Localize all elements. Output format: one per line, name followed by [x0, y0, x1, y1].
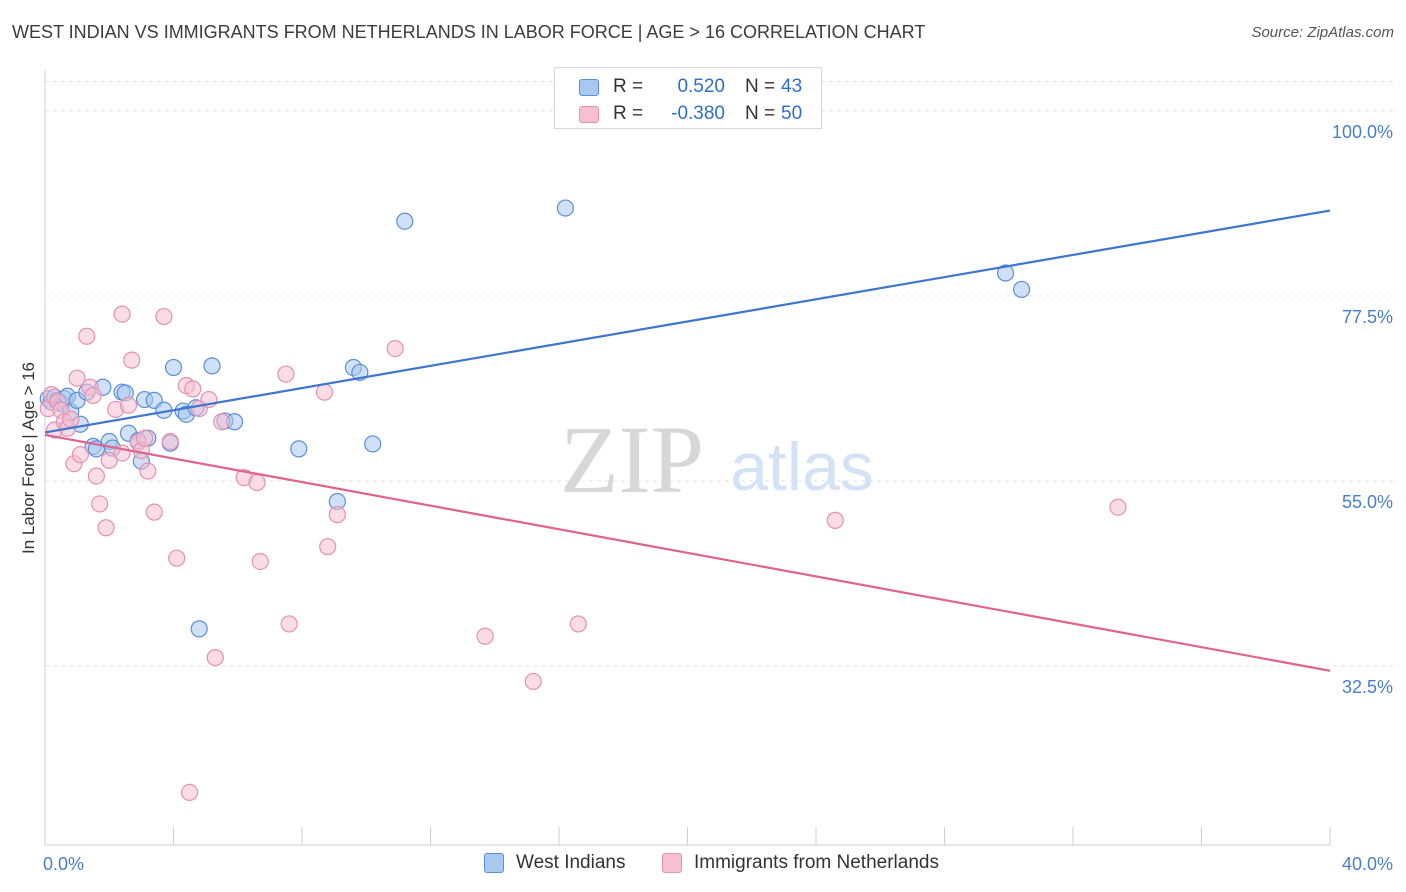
netherlands-point — [155, 307, 173, 326]
y-tick-label: 32.5% — [1342, 677, 1393, 697]
netherlands-point — [87, 467, 106, 485]
watermark-atlas: atlas — [730, 429, 874, 505]
legend-label-netherlands: Immigrants from Netherlands — [694, 852, 939, 873]
netherlands-point — [139, 462, 157, 480]
netherlands-trend-line — [44, 433, 1331, 672]
netherlands-legend-swatch — [662, 853, 682, 873]
netherlands-point — [476, 627, 494, 645]
netherlands-point — [168, 549, 186, 567]
netherlands-point — [248, 473, 266, 492]
netherlands-point — [386, 340, 404, 358]
netherlands-point — [569, 615, 587, 633]
series-legend: West Indians Immigrants from Netherlands — [0, 852, 1406, 878]
legend-row-netherlands: R = -0.380 N = 50 — [579, 101, 802, 127]
west-indians-point — [396, 212, 414, 230]
netherlands-point — [135, 429, 154, 447]
y-tick-label: 100.0% — [1332, 122, 1393, 142]
netherlands-point — [1109, 498, 1127, 516]
watermark-zip: ZIP — [560, 406, 704, 513]
legend-item-netherlands: Immigrants from Netherlands — [662, 852, 939, 874]
trend-lines — [44, 209, 1331, 672]
r-label: R = — [613, 103, 644, 124]
watermark: ZIP atlas — [560, 406, 874, 513]
netherlands-point — [277, 365, 295, 383]
grid-lines — [45, 81, 1395, 667]
west-indians-point — [190, 620, 208, 638]
axes — [44, 70, 1331, 846]
legend-label-west-indians: West Indians — [516, 852, 626, 873]
source-attribution: Source: ZipAtlas.com — [1251, 24, 1394, 41]
netherlands-point — [184, 380, 202, 398]
legend-item-west-indians: West Indians — [484, 852, 625, 874]
x-tick-label-max: 40.0% — [1342, 854, 1393, 874]
y-tick-label: 55.0% — [1342, 492, 1393, 512]
netherlands-point — [113, 305, 131, 323]
netherlands-point — [280, 615, 298, 633]
netherlands-point — [119, 396, 138, 414]
netherlands-point — [71, 446, 89, 464]
west-indians-legend-swatch — [484, 853, 504, 873]
netherlands-point — [524, 672, 542, 691]
stats-legend: R = 0.520 N = 43 R = -0.380 N = 50 — [554, 67, 822, 129]
netherlands-point — [251, 552, 269, 571]
netherlands-point — [62, 410, 80, 428]
n-value: 50 — [781, 103, 803, 124]
west-indians-point — [1012, 280, 1031, 299]
netherlands-point — [68, 369, 86, 387]
west-indians-point — [364, 435, 382, 453]
netherlands-point — [328, 506, 346, 524]
x-tick-labels: 0.0% 40.0% — [43, 854, 1393, 874]
netherlands-point — [145, 503, 163, 521]
netherlands-point — [161, 432, 179, 451]
y-tick-label: 77.5% — [1342, 307, 1393, 327]
r-label: R = — [613, 76, 644, 97]
r-value: -0.380 — [671, 103, 725, 124]
netherlands-point — [319, 538, 337, 556]
netherlands-point — [123, 351, 141, 369]
netherlands-point — [84, 386, 102, 405]
west-indians-swatch — [579, 78, 599, 96]
netherlands-point — [97, 519, 115, 537]
west-indians-trend-line — [44, 209, 1331, 434]
netherlands-point — [100, 451, 118, 469]
n-value: 43 — [781, 76, 803, 97]
west-indians-point — [290, 440, 308, 458]
netherlands-swatch — [579, 105, 599, 123]
netherlands-point — [826, 511, 844, 529]
n-label: N = — [745, 76, 776, 97]
netherlands-point — [315, 383, 334, 401]
data-points — [39, 199, 1127, 802]
x-tick-label-min: 0.0% — [43, 854, 84, 874]
west-indians-point — [203, 357, 221, 375]
west-indians-point — [164, 358, 183, 377]
netherlands-point — [91, 495, 109, 513]
y-axis-label: In Labor Force | Age > 16 — [19, 362, 38, 554]
y-tick-labels: 32.5% 55.0% 77.5% 100.0% — [1332, 122, 1393, 697]
netherlands-point — [206, 649, 224, 667]
west-indians-point — [556, 199, 575, 217]
legend-row-west-indians: R = 0.520 N = 43 — [579, 74, 802, 100]
n-label: N = — [745, 103, 776, 124]
chart-title: WEST INDIAN VS IMMIGRANTS FROM NETHERLAN… — [12, 22, 926, 42]
r-value: 0.520 — [677, 76, 725, 97]
netherlands-point — [78, 327, 96, 345]
netherlands-point — [213, 413, 231, 431]
west-indians-point — [996, 264, 1015, 282]
netherlands-point — [180, 783, 199, 802]
